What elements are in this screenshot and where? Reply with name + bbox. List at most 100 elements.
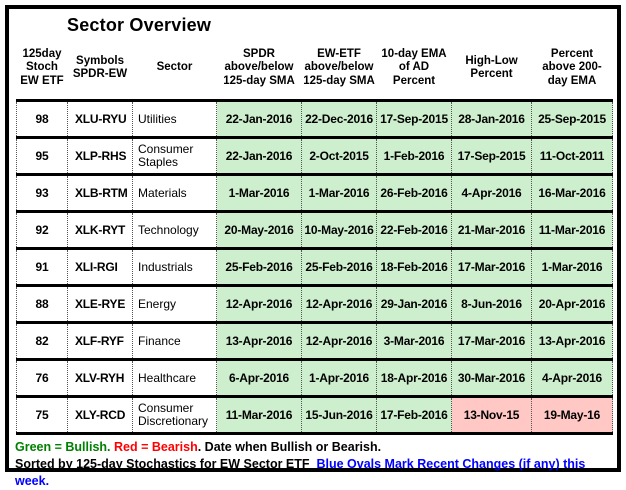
col-header-symbols: Symbols SPDR-EW	[67, 40, 133, 102]
table-header: 125day Stoch EW ETF Symbols SPDR-EW Sect…	[16, 40, 613, 102]
cell-200ema-date: 16-Mar-2016	[531, 174, 613, 212]
cell-ewetf-sma-date: 22-Dec-2016	[301, 100, 377, 138]
cell-ad-ema-date: 1-Feb-2016	[376, 137, 452, 175]
cell-spdr-sma-date: 20-May-2016	[216, 211, 302, 249]
table-row: 82 XLF-RYF Finance 13-Apr-2016 12-Apr-20…	[16, 322, 613, 360]
col-header-ewetf-sma: EW-ETF above/below 125-day SMA	[301, 40, 377, 102]
table-row: 76 XLV-RYH Healthcare 6-Apr-2016 1-Apr-2…	[16, 359, 613, 397]
cell-spdr-sma-date: 13-Apr-2016	[216, 322, 302, 360]
cell-200ema-date: 20-Apr-2016	[531, 285, 613, 323]
table-row: 95 XLP-RHS Consumer Staples 22-Jan-2016 …	[16, 137, 613, 175]
table-row: 93 XLB-RTM Materials 1-Mar-2016 1-Mar-20…	[16, 174, 613, 212]
sort-note-line: Sorted by 125-day Stochastics for EW Sec…	[15, 456, 617, 490]
cell-ewetf-sma-date: 1-Apr-2016	[301, 359, 377, 397]
cell-ad-ema-date: 17-Sep-2015	[376, 100, 452, 138]
cell-stoch-value: 75	[16, 396, 68, 434]
cell-200ema-date: 4-Apr-2016	[531, 359, 613, 397]
cell-sector-name: Industrials	[132, 248, 217, 286]
cell-ewetf-sma-date: 1-Mar-2016	[301, 174, 377, 212]
cell-highlow-date: 4-Apr-2016	[451, 174, 532, 212]
sort-note-text: Sorted by 125-day Stochastics for EW Sec…	[15, 457, 313, 471]
cell-sector-name: Energy	[132, 285, 217, 323]
cell-stoch-value: 88	[16, 285, 68, 323]
cell-spdr-sma-date: 22-Jan-2016	[216, 100, 302, 138]
cell-ewetf-sma-date: 12-Apr-2016	[301, 285, 377, 323]
cell-highlow-date: 28-Jan-2016	[451, 100, 532, 138]
cell-ad-ema-date: 26-Feb-2016	[376, 174, 452, 212]
cell-ewetf-sma-date: 25-Feb-2016	[301, 248, 377, 286]
cell-ad-ema-date: 3-Mar-2016	[376, 322, 452, 360]
cell-sector-name: Finance	[132, 322, 217, 360]
cell-symbols: XLF-RYF	[67, 322, 133, 360]
cell-symbols: XLK-RYT	[67, 211, 133, 249]
col-header-highlow: High-Low Percent	[451, 40, 532, 102]
cell-ad-ema-date: 18-Feb-2016	[376, 248, 452, 286]
cell-ewetf-sma-date: 2-Oct-2015	[301, 137, 377, 175]
cell-stoch-value: 98	[16, 100, 68, 138]
cell-spdr-sma-date: 1-Mar-2016	[216, 174, 302, 212]
cell-200ema-date: 19-May-16	[531, 396, 613, 434]
col-header-stoch: 125day Stoch EW ETF	[16, 40, 68, 102]
cell-highlow-date: 17-Mar-2016	[451, 248, 532, 286]
table-row: 88 XLE-RYE Energy 12-Apr-2016 12-Apr-201…	[16, 285, 613, 323]
table-frame: Sector Overview 125day Stoch EW ETF Symb…	[5, 5, 621, 488]
table-row: 92 XLK-RYT Technology 20-May-2016 10-May…	[16, 211, 613, 249]
cell-200ema-date: 13-Apr-2016	[531, 322, 613, 360]
cell-symbols: XLV-RYH	[67, 359, 133, 397]
cell-200ema-date: 25-Sep-2015	[531, 100, 613, 138]
cell-highlow-date: 8-Jun-2016	[451, 285, 532, 323]
cell-highlow-date: 17-Mar-2016	[451, 322, 532, 360]
col-header-spdr-sma: SPDR above/below 125-day SMA	[216, 40, 302, 102]
legend-line: Green = Bullish. Red = Bearish. Date whe…	[15, 439, 617, 456]
table-row: 75 XLY-RCD Consumer Discretionary 11-Mar…	[16, 396, 613, 434]
cell-highlow-date: 17-Sep-2015	[451, 137, 532, 175]
cell-symbols: XLY-RCD	[67, 396, 133, 434]
legend-green-text: Green = Bullish.	[15, 440, 111, 454]
cell-ad-ema-date: 29-Jan-2016	[376, 285, 452, 323]
cell-symbols: XLE-RYE	[67, 285, 133, 323]
legend-footer: Green = Bullish. Red = Bearish. Date whe…	[15, 439, 617, 490]
cell-symbols: XLP-RHS	[67, 137, 133, 175]
cell-spdr-sma-date: 25-Feb-2016	[216, 248, 302, 286]
col-header-ad-ema: 10-day EMA of AD Percent	[376, 40, 452, 102]
cell-highlow-date: 21-Mar-2016	[451, 211, 532, 249]
cell-sector-name: Materials	[132, 174, 217, 212]
cell-spdr-sma-date: 11-Mar-2016	[216, 396, 302, 434]
table-row: 91 XLI-RGI Industrials 25-Feb-2016 25-Fe…	[16, 248, 613, 286]
cell-stoch-value: 91	[16, 248, 68, 286]
cell-200ema-date: 1-Mar-2016	[531, 248, 613, 286]
col-header-200ema: Percent above 200- day EMA	[531, 40, 613, 102]
table-row: 98 XLU-RYU Utilities 22-Jan-2016 22-Dec-…	[16, 100, 613, 138]
legend-rest-text: . Date when Bullish or Bearish.	[197, 440, 382, 454]
cell-ewetf-sma-date: 10-May-2016	[301, 211, 377, 249]
sector-overview-table: 125day Stoch EW ETF Symbols SPDR-EW Sect…	[16, 40, 613, 435]
page-title: Sector Overview	[67, 15, 212, 35]
cell-200ema-date: 11-Oct-2011	[531, 137, 613, 175]
col-header-sector: Sector	[132, 40, 217, 102]
legend-red-text: Red = Bearish	[110, 440, 198, 454]
cell-sector-name: Consumer Staples	[132, 137, 217, 175]
cell-stoch-value: 95	[16, 137, 68, 175]
cell-ad-ema-date: 17-Feb-2016	[376, 396, 452, 434]
cell-spdr-sma-date: 6-Apr-2016	[216, 359, 302, 397]
cell-stoch-value: 93	[16, 174, 68, 212]
cell-ad-ema-date: 18-Apr-2016	[376, 359, 452, 397]
cell-spdr-sma-date: 12-Apr-2016	[216, 285, 302, 323]
cell-symbols: XLB-RTM	[67, 174, 133, 212]
cell-200ema-date: 11-Mar-2016	[531, 211, 613, 249]
cell-highlow-date: 30-Mar-2016	[451, 359, 532, 397]
cell-sector-name: Consumer Discretionary	[132, 396, 217, 434]
cell-sector-name: Healthcare	[132, 359, 217, 397]
cell-ewetf-sma-date: 15-Jun-2016	[301, 396, 377, 434]
cell-symbols: XLI-RGI	[67, 248, 133, 286]
header-row: 125day Stoch EW ETF Symbols SPDR-EW Sect…	[16, 40, 613, 102]
cell-spdr-sma-date: 22-Jan-2016	[216, 137, 302, 175]
table-body: 98 XLU-RYU Utilities 22-Jan-2016 22-Dec-…	[16, 100, 613, 434]
cell-highlow-date: 13-Nov-15	[451, 396, 532, 434]
cell-stoch-value: 82	[16, 322, 68, 360]
cell-ewetf-sma-date: 12-Apr-2016	[301, 322, 377, 360]
cell-sector-name: Technology	[132, 211, 217, 249]
cell-stoch-value: 92	[16, 211, 68, 249]
cell-stoch-value: 76	[16, 359, 68, 397]
cell-symbols: XLU-RYU	[67, 100, 133, 138]
